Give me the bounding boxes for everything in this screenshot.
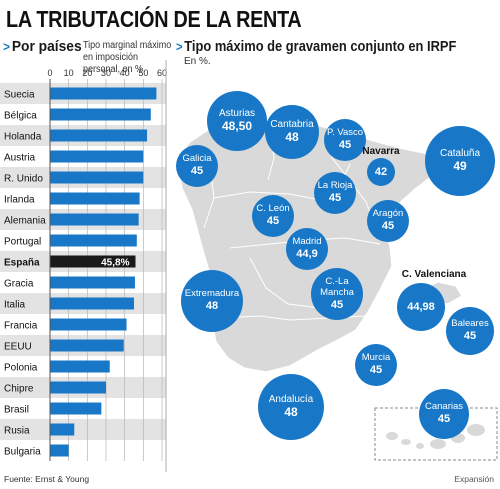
- left-subheading: Tipo marginal máximo en imposición perso…: [83, 40, 172, 75]
- bar: [50, 276, 135, 289]
- category-label: R. Unido: [4, 174, 43, 185]
- category-label: Irlanda: [4, 195, 35, 206]
- region-bubble-cataluna: Cataluña 49: [425, 126, 495, 196]
- region-bubble-asturias: Asturias 48,50: [207, 91, 267, 151]
- bar: [50, 381, 106, 394]
- category-label: Rusia: [4, 426, 30, 437]
- country-bar-chart: 0 10 20 30 40 50 60 Suecia Bélgica Holanda Austria…: [0, 60, 167, 472]
- category-label: EEUU: [4, 342, 32, 353]
- region-bubble-andalucia: Andalucía 48: [258, 374, 324, 440]
- category-label: Italia: [4, 300, 26, 311]
- bar: [50, 150, 144, 163]
- category-label: Gracia: [4, 279, 34, 290]
- bar: [50, 171, 144, 184]
- category-label: Brasil: [4, 405, 29, 416]
- region-bubble-c-la-mancha: C.-La Mancha 45: [311, 268, 363, 320]
- x-tick-label: 10: [64, 68, 74, 78]
- category-label: Bélgica: [4, 111, 37, 122]
- page-title: LA TRIBUTACIÓN DE LA RENTA: [6, 6, 302, 32]
- region-bubble-galicia: Galicia 45: [176, 145, 218, 187]
- region-bubble-madrid: Madrid 44,9: [286, 228, 328, 270]
- bar: [50, 87, 157, 100]
- category-label: Portugal: [4, 237, 41, 248]
- bar: [50, 234, 137, 247]
- region-bubble-aragon: Aragón 45: [367, 200, 409, 242]
- left-section-heading: > Por países: [3, 38, 82, 55]
- arrow-icon: >: [176, 39, 183, 54]
- region-bubble-c-leon: C. León 45: [252, 195, 294, 237]
- category-label: Holanda: [4, 132, 42, 143]
- region-bubble-canarias: Canarias 45: [419, 389, 469, 439]
- right-heading-text: Tipo máximo de gravamen conjunto en IRPF: [184, 38, 457, 55]
- region-bubble-cantabria: Cantabria 48: [265, 105, 319, 159]
- region-bubble-navarra: 42: [367, 158, 395, 186]
- x-tick-label: 20: [82, 68, 92, 78]
- region-bubble-p-vasco: P. Vasco 45: [324, 119, 366, 161]
- bar: [50, 339, 124, 352]
- data-label: 45,8%: [101, 258, 129, 269]
- region-label-navarra: Navarra: [362, 146, 400, 157]
- category-label: Francia: [4, 321, 38, 332]
- arrow-icon: >: [3, 39, 10, 54]
- bar: [50, 192, 140, 205]
- source-note: Fuente: Ernst & Young: [4, 474, 90, 484]
- right-subheading: En %.: [184, 56, 211, 67]
- region-bubble-extremadura: Extremadura 48: [181, 270, 243, 332]
- category-label: España: [4, 258, 40, 269]
- bar: [50, 255, 136, 268]
- category-label: Chipre: [4, 384, 34, 395]
- x-tick-label: 0: [47, 68, 52, 78]
- region-label-c-valenciana: C. Valenciana: [401, 269, 467, 280]
- region-bubble-murcia: Murcia 45: [355, 344, 397, 386]
- bar: [50, 360, 110, 373]
- x-tick-label: 30: [101, 68, 111, 78]
- region-bubble-baleares: Baleares 45: [446, 307, 494, 355]
- region-bubble-c-valenciana: 44,98: [397, 283, 445, 331]
- bar: [50, 297, 134, 310]
- bar: [50, 444, 69, 457]
- bar: [50, 213, 139, 226]
- x-tick-label: 50: [138, 68, 148, 78]
- bar: [50, 318, 127, 331]
- category-label: Polonia: [4, 363, 38, 374]
- category-label: Austria: [4, 153, 36, 164]
- category-label: Suecia: [4, 90, 35, 101]
- region-bubble-la-rioja: La Rioja 45: [314, 172, 356, 214]
- credit-note: Expansión: [454, 474, 494, 484]
- bar: [50, 423, 75, 436]
- category-label: Alemania: [4, 216, 46, 227]
- left-heading-text: Por países: [11, 38, 82, 55]
- bar: [50, 129, 148, 142]
- x-tick-label: 60: [157, 68, 167, 78]
- category-label: Bulgaria: [4, 447, 41, 458]
- right-section-heading: > Tipo máximo de gravamen conjunto en IRP…: [176, 38, 456, 55]
- bar: [50, 402, 102, 415]
- x-tick-label: 40: [120, 68, 130, 78]
- bar: [50, 108, 151, 121]
